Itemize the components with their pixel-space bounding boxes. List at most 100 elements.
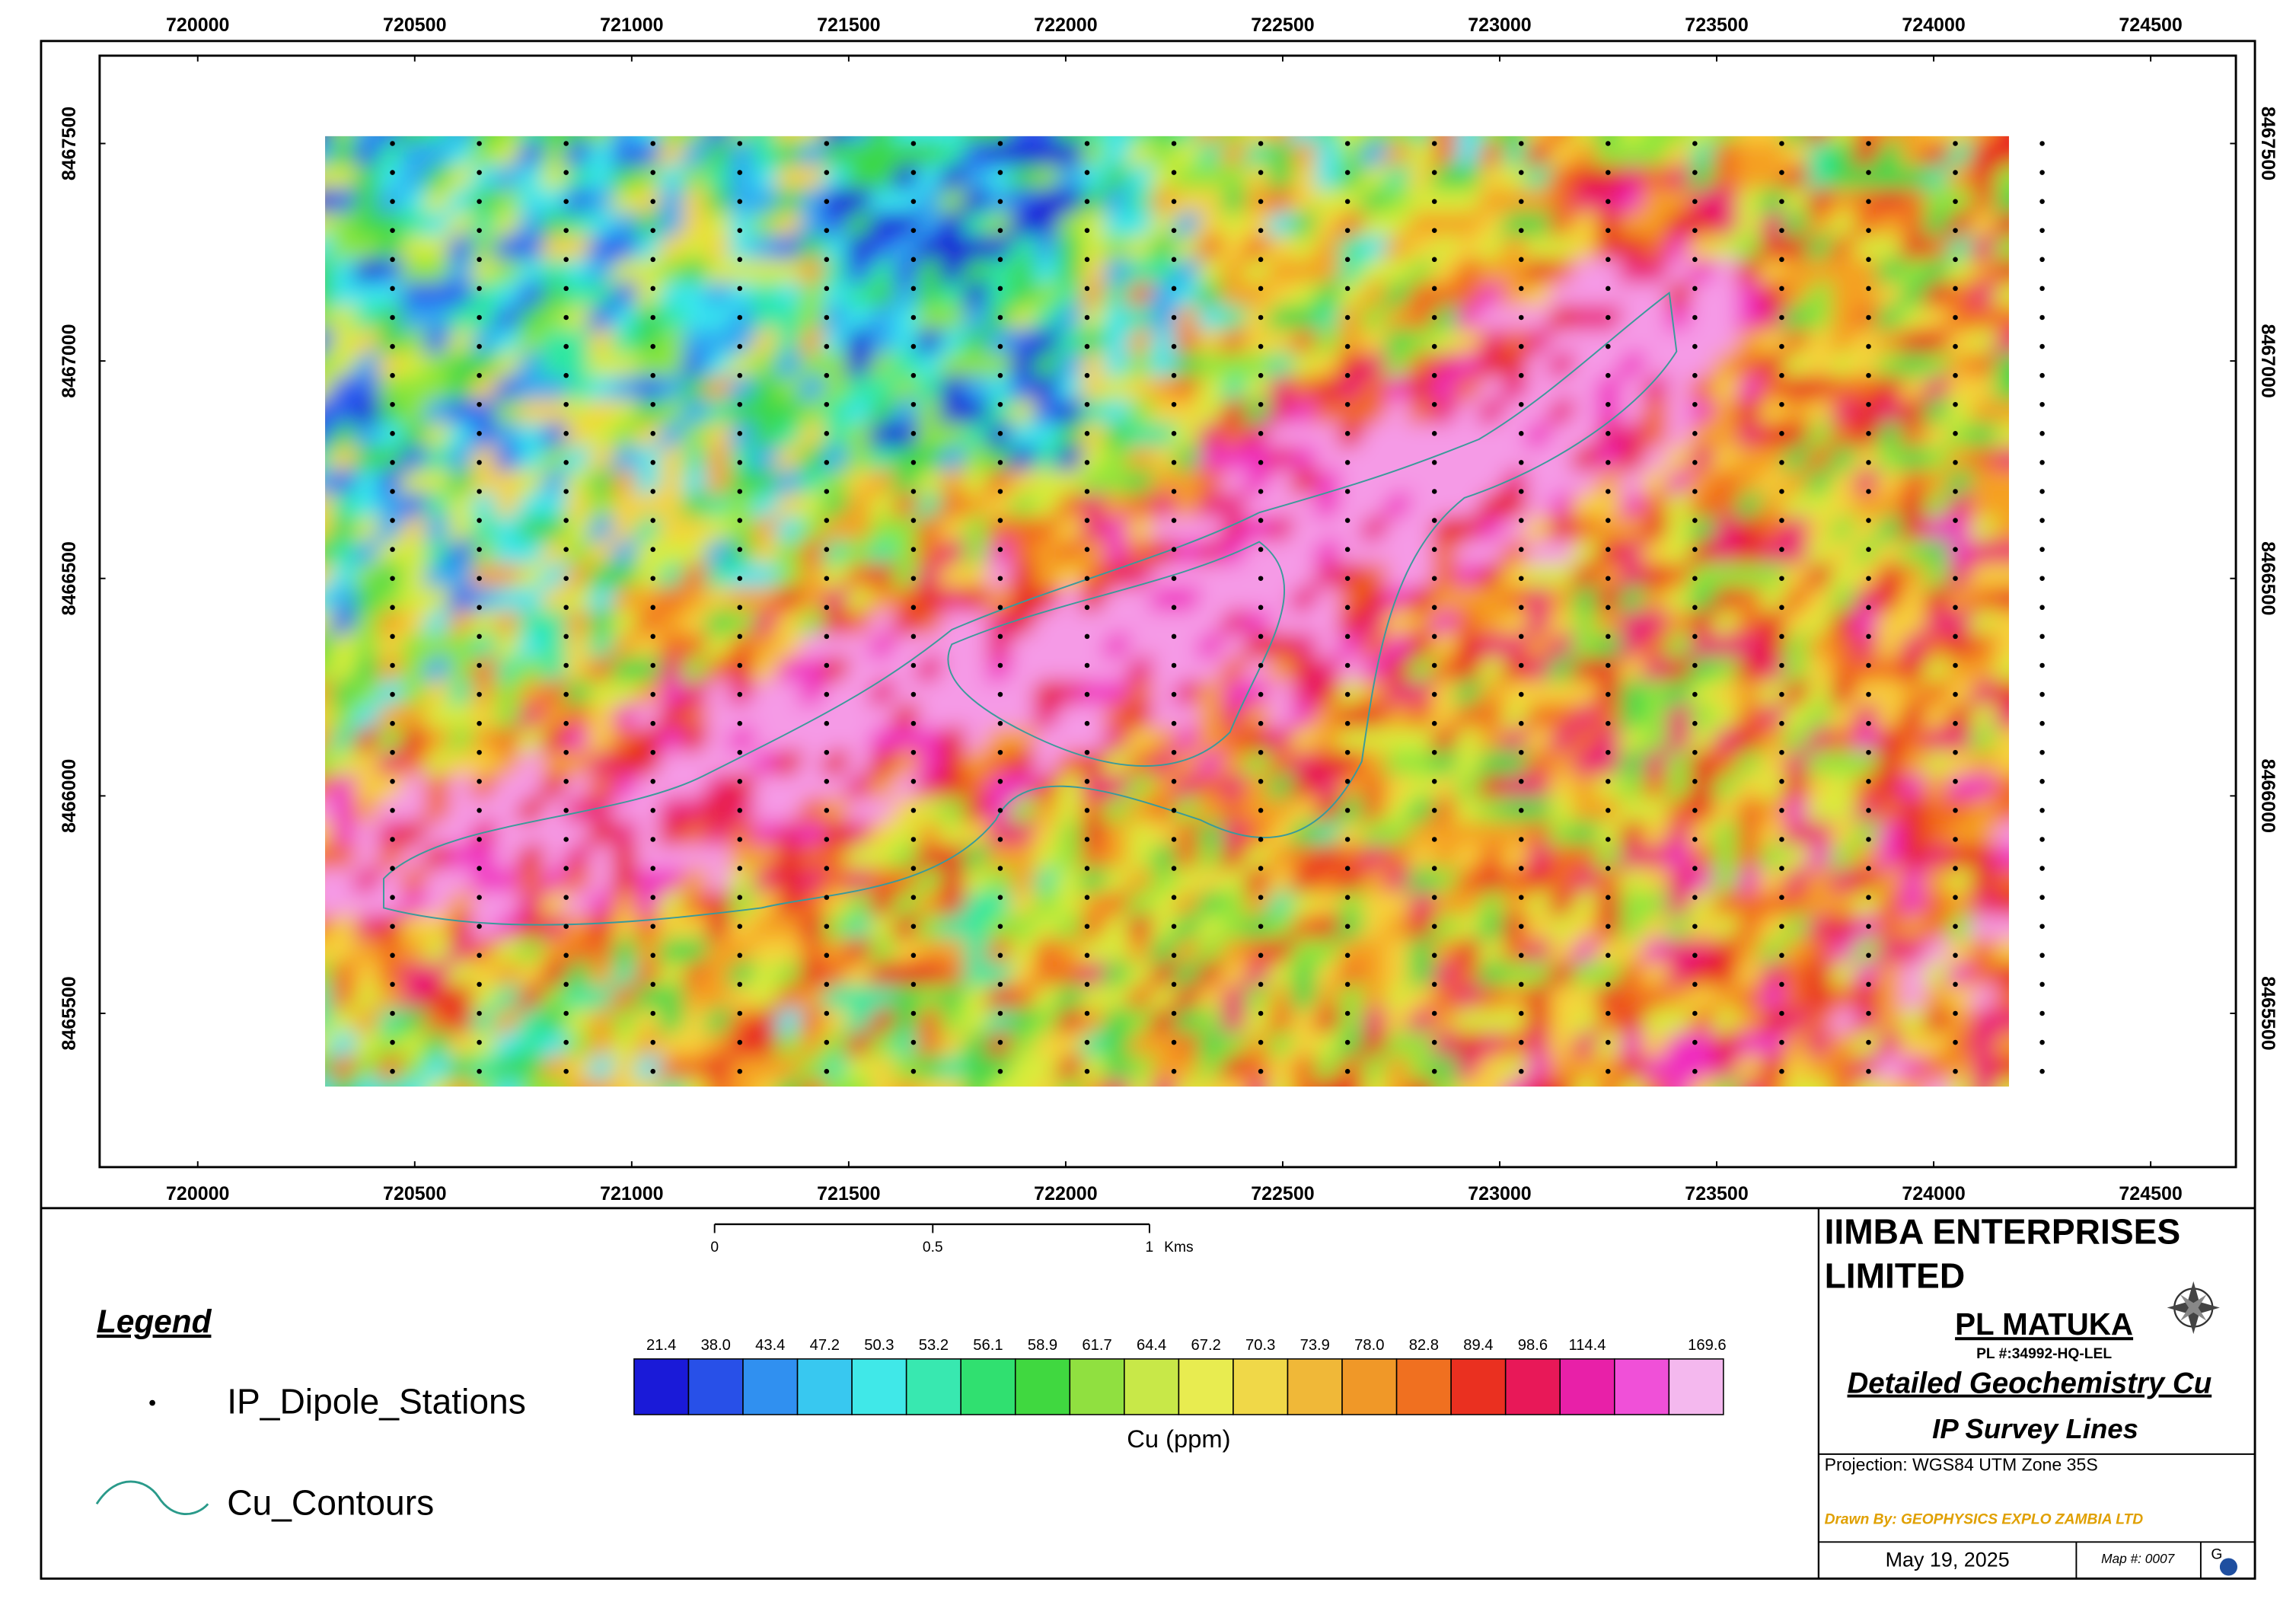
station <box>1953 372 1958 378</box>
station <box>1518 314 1524 321</box>
station <box>563 547 569 552</box>
station <box>2039 749 2045 755</box>
x-tick-label: 721500 <box>817 14 880 36</box>
y-tick-label: 8466000 <box>2257 759 2278 833</box>
station <box>1692 141 1698 146</box>
station <box>1084 808 1090 813</box>
heat-cell <box>1363 1077 1395 1087</box>
station <box>1692 662 1698 668</box>
heat-cell <box>801 1077 834 1087</box>
station <box>737 286 743 292</box>
station <box>563 1010 569 1016</box>
station <box>390 460 395 465</box>
station <box>1779 431 1784 436</box>
x-tick-label: 720000 <box>166 14 229 36</box>
station <box>650 720 655 726</box>
station <box>1606 720 1611 726</box>
station <box>1171 720 1177 726</box>
station <box>1431 779 1437 784</box>
station <box>1779 576 1784 581</box>
x-tick-label: 723500 <box>1685 1183 1748 1204</box>
station <box>1518 199 1524 204</box>
station <box>1344 199 1350 204</box>
station <box>477 547 482 552</box>
station <box>650 372 655 378</box>
station <box>1692 170 1698 175</box>
color-swatch <box>796 1358 853 1415</box>
station <box>1692 401 1698 407</box>
x-tick-label: 722000 <box>1034 14 1097 36</box>
station <box>1692 981 1698 987</box>
sheet-border <box>40 40 2256 1580</box>
station <box>1431 837 1437 842</box>
station <box>1866 808 1871 813</box>
station <box>390 518 395 523</box>
station <box>1866 199 1871 204</box>
station <box>1258 720 1264 726</box>
station <box>650 605 655 611</box>
station <box>1866 749 1871 755</box>
station <box>563 952 569 959</box>
heat-cell <box>1012 1077 1044 1087</box>
license-number: PL #:34992-HQ-LEL <box>1976 1346 2112 1362</box>
heat-cell <box>1949 1077 1982 1087</box>
color-swatch <box>1559 1358 1615 1415</box>
color-scale-label: 21.4 <box>646 1337 676 1354</box>
station <box>477 1068 482 1074</box>
station <box>737 895 743 900</box>
station <box>1779 257 1784 263</box>
map-axes: 720000 720000 720500 720500 721000 721000 7215… <box>59 14 2278 1204</box>
station <box>1692 866 1698 871</box>
station <box>1344 460 1350 465</box>
heat-cell <box>1808 1077 1841 1087</box>
station <box>824 401 830 407</box>
station <box>1431 286 1437 292</box>
station <box>824 343 830 349</box>
station <box>1084 837 1090 842</box>
station <box>2039 460 2045 465</box>
station <box>1953 895 1958 900</box>
station <box>1258 1010 1264 1016</box>
heat-cell <box>403 1077 435 1087</box>
station <box>997 952 1003 959</box>
station <box>1431 749 1437 755</box>
station <box>477 170 482 175</box>
station <box>1258 895 1264 900</box>
station <box>1344 343 1350 349</box>
station <box>824 460 830 465</box>
station <box>1866 460 1871 465</box>
station <box>1171 401 1177 407</box>
station <box>1431 314 1437 321</box>
station <box>1344 779 1350 784</box>
station <box>1431 633 1437 640</box>
heat-cell <box>1245 1077 1279 1087</box>
station <box>1953 170 1958 175</box>
station <box>1171 952 1177 959</box>
station <box>1344 518 1350 523</box>
heat-cell <box>1761 1077 1794 1087</box>
station <box>1084 749 1090 755</box>
station <box>1779 489 1784 494</box>
station <box>737 1068 743 1074</box>
station <box>824 199 830 204</box>
station <box>1258 547 1264 552</box>
station <box>1171 286 1177 292</box>
station <box>1779 199 1784 204</box>
station <box>1953 981 1958 987</box>
station <box>1953 662 1958 668</box>
station <box>997 1039 1003 1045</box>
station <box>997 228 1003 234</box>
station <box>477 257 482 263</box>
station <box>650 141 655 146</box>
station <box>1692 691 1698 697</box>
station <box>1953 343 1958 349</box>
station <box>1258 170 1264 175</box>
station <box>737 547 743 552</box>
station <box>2039 1010 2045 1016</box>
station <box>2039 981 2045 987</box>
station <box>737 633 743 640</box>
heat-cell <box>543 1077 576 1087</box>
station <box>563 460 569 465</box>
station <box>1258 779 1264 784</box>
